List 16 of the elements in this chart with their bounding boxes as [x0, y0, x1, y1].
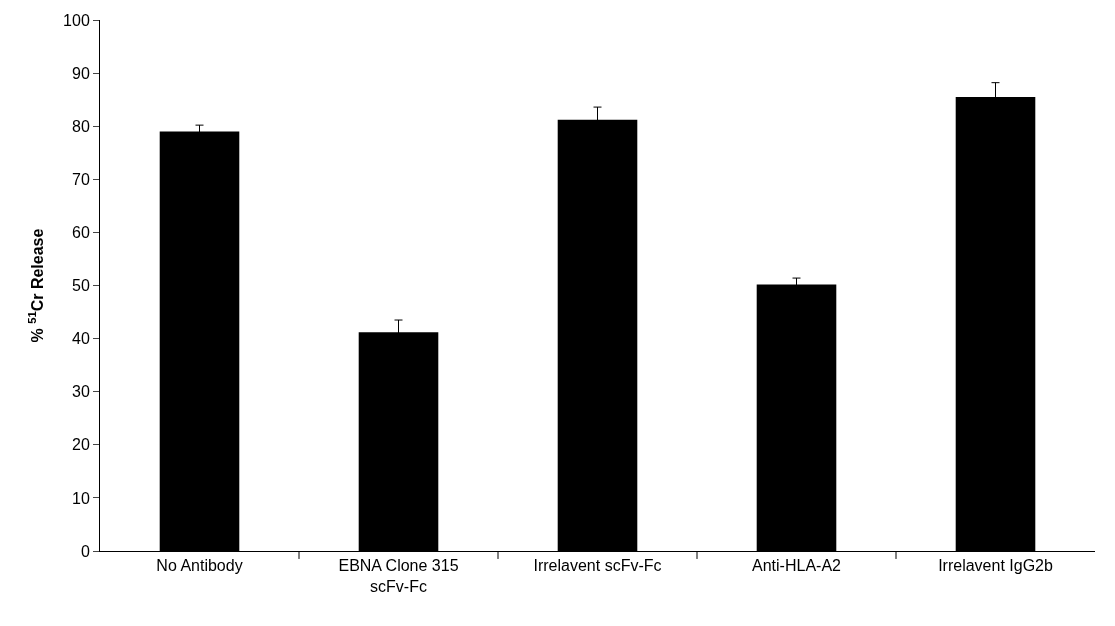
x-tick-label: Anti-HLA-A2 — [752, 557, 842, 575]
y-tick-label: 20 — [72, 436, 90, 454]
y-tick-label: 10 — [72, 489, 90, 507]
y-tick-label: 60 — [72, 224, 90, 241]
y-tick-label: 40 — [72, 330, 90, 348]
y-tick-label: 70 — [72, 170, 90, 188]
x-tick-label: Irrelavent IgG2b — [938, 557, 1053, 575]
x-tick-label: EBNA Clone 315 scFv-Fc — [338, 557, 459, 595]
y-tick-label: 50 — [72, 277, 90, 295]
y-tick-label: 80 — [72, 117, 90, 135]
x-tick-label: Irrelavent scFv-Fc — [533, 557, 662, 575]
y-tick-label: 0 — [80, 542, 90, 560]
y-tick-label: 100 — [63, 11, 90, 29]
y-tick-label: 90 — [72, 64, 90, 82]
y-tick-label: 30 — [72, 383, 90, 401]
x-tick-label: No Antibody — [156, 557, 243, 575]
